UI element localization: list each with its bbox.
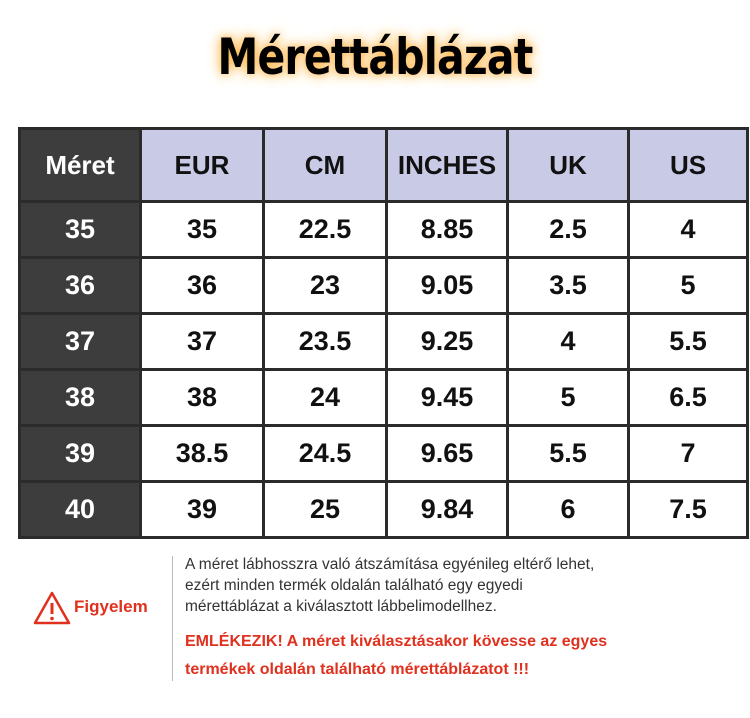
table-cell: 22.5 — [262, 200, 388, 259]
size-table: Méret EUR CM INCHES UK US 35 35 22.5 8.85 2.5 4 36 36… — [18, 127, 749, 539]
table-row: 39 38.5 24.5 9.65 5.5 7 — [18, 424, 749, 483]
column-header: CM — [262, 127, 388, 203]
table-cell: 5 — [506, 368, 630, 427]
table-cell: 24 — [262, 368, 388, 427]
table-cell: 9.84 — [385, 480, 509, 539]
table-cell: 4 — [506, 312, 630, 371]
table-row: 35 35 22.5 8.85 2.5 4 — [18, 200, 749, 259]
table-cell: 5.5 — [506, 424, 630, 483]
column-header: UK — [506, 127, 630, 203]
table-cell: 23 — [262, 256, 388, 315]
table-cell: 9.45 — [385, 368, 509, 427]
column-header: Méret — [18, 127, 142, 203]
table-row: 37 37 23.5 9.25 4 5.5 — [18, 312, 749, 371]
column-header: INCHES — [385, 127, 509, 203]
table-cell: 6 — [506, 480, 630, 539]
table-cell: 3.5 — [506, 256, 630, 315]
table-row: 38 38 24 9.45 5 6.5 — [18, 368, 749, 427]
table-cell: 38 — [139, 368, 265, 427]
column-header: US — [627, 127, 749, 203]
table-cell: 5 — [627, 256, 749, 315]
title: Mérettáblázat — [217, 28, 533, 86]
row-header: 35 — [18, 200, 142, 259]
table-row: 40 39 25 9.84 6 7.5 — [18, 480, 749, 539]
row-header: 40 — [18, 480, 142, 539]
notice-line: A méret lábhosszra való átszámítása egyé… — [185, 556, 595, 573]
row-header: 39 — [18, 424, 142, 483]
table-cell: 9.05 — [385, 256, 509, 315]
warning-line: EMLÉKEZIK! A méret kiválasztásakor köves… — [185, 633, 608, 650]
row-header: 37 — [18, 312, 142, 371]
table-cell: 9.25 — [385, 312, 509, 371]
table-cell: 6.5 — [627, 368, 749, 427]
table-cell: 5.5 — [627, 312, 749, 371]
warning-icon — [33, 591, 71, 625]
divider — [172, 556, 173, 681]
table-cell: 35 — [139, 200, 265, 259]
table-cell: 24.5 — [262, 424, 388, 483]
table-cell: 2.5 — [506, 200, 630, 259]
table-body: Méret EUR CM INCHES UK US 35 35 22.5 8.85 2.5 4 36 36… — [18, 127, 749, 539]
notice-line: ezért minden termék oldalán található eg… — [185, 577, 523, 594]
table-cell: 36 — [139, 256, 265, 315]
table-row: 36 36 23 9.05 3.5 5 — [18, 256, 749, 315]
table-cell: 39 — [139, 480, 265, 539]
warning-line: termékek oldalán található mérettáblázat… — [185, 661, 530, 678]
table-cell: 23.5 — [262, 312, 388, 371]
table-cell: 7 — [627, 424, 749, 483]
table-cell: 38.5 — [139, 424, 265, 483]
row-header: 38 — [18, 368, 142, 427]
table-cell: 25 — [262, 480, 388, 539]
table-cell: 4 — [627, 200, 749, 259]
table-cell: 37 — [139, 312, 265, 371]
column-header: EUR — [139, 127, 265, 203]
header-row: Méret EUR CM INCHES UK US — [18, 127, 749, 203]
notice-line: mérettáblázat a kiválasztott lábbelimode… — [185, 598, 497, 615]
table-cell: 9.65 — [385, 424, 509, 483]
table-cell: 8.85 — [385, 200, 509, 259]
notice-label: Figyelem — [74, 597, 148, 616]
row-header: 36 — [18, 256, 142, 315]
table-cell: 7.5 — [627, 480, 749, 539]
